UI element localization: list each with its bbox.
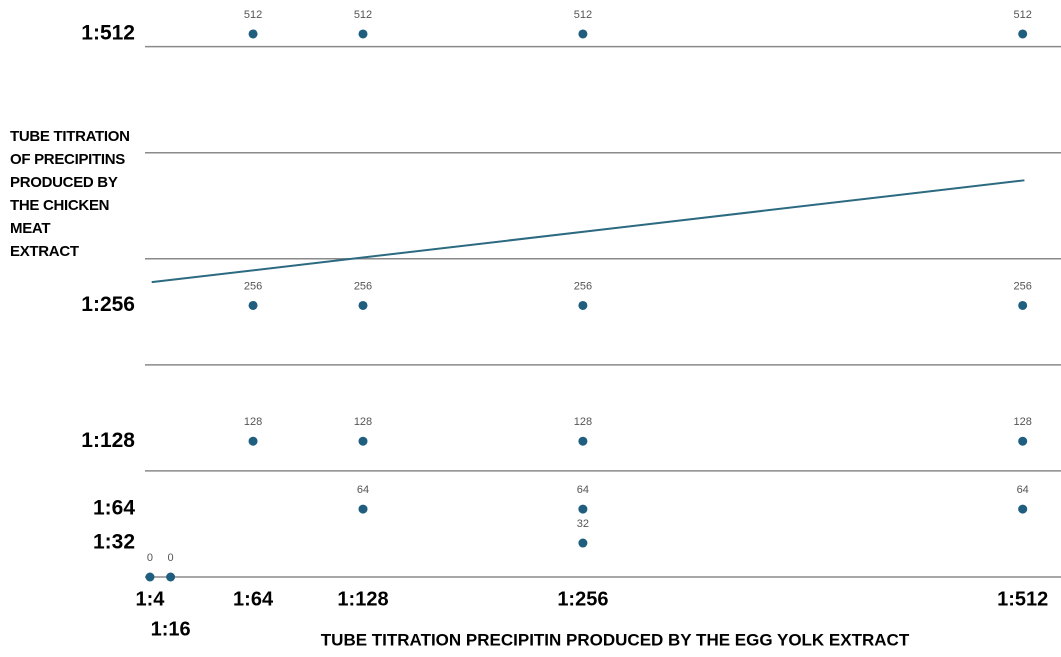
point <box>578 504 588 514</box>
point <box>166 572 176 582</box>
point <box>1018 504 1028 514</box>
y-axis-title-line: EXTRACT <box>10 243 79 260</box>
point <box>248 436 258 446</box>
point-label: 128 <box>354 416 372 428</box>
y-tick-label: 1:32 <box>93 531 135 554</box>
trend-line <box>151 179 1025 284</box>
x-tick-label: 1:512 <box>997 588 1048 610</box>
point <box>358 504 368 514</box>
x-tick-label: 1:64 <box>233 588 274 610</box>
point <box>1018 29 1028 39</box>
point <box>248 29 258 39</box>
y-tick-label: 1:64 <box>93 497 135 520</box>
point <box>578 29 588 39</box>
point <box>1018 436 1028 446</box>
x-tick-label: 1:256 <box>557 588 608 610</box>
point <box>248 300 258 310</box>
point-label: 512 <box>1014 9 1032 21</box>
point <box>358 29 368 39</box>
y-axis-title-line: OF PRECIPITINS <box>10 151 125 168</box>
x-tick-label: 1:128 <box>337 588 388 610</box>
y-tick-label: 1:512 <box>81 21 135 44</box>
point-label: 64 <box>577 484 589 496</box>
point-label: 0 <box>147 552 153 564</box>
point-label: 512 <box>244 9 262 21</box>
point-label: 256 <box>1014 280 1032 292</box>
point <box>358 300 368 310</box>
x-tick-label: 1:16 <box>151 618 191 640</box>
point-label: 256 <box>354 280 372 292</box>
point <box>358 436 368 446</box>
x-axis-title: TUBE TITRATION PRECIPITIN PRODUCED BY TH… <box>321 630 910 649</box>
point-label: 512 <box>354 9 372 21</box>
y-axis-title-line: PRODUCED BY <box>10 174 118 191</box>
y-axis-title-line: MEAT <box>10 220 51 237</box>
point-label: 0 <box>168 552 174 564</box>
point-label: 128 <box>574 416 592 428</box>
point-label: 128 <box>1014 416 1032 428</box>
point-label: 512 <box>574 9 592 21</box>
y-axis-title-line: THE CHICKEN <box>10 197 110 214</box>
point-label: 64 <box>357 484 369 496</box>
point-label: 256 <box>244 280 262 292</box>
y-tick-label: 1:128 <box>81 429 135 452</box>
point-label: 32 <box>577 518 589 530</box>
point-label: 128 <box>244 416 262 428</box>
y-tick-label: 1:256 <box>81 293 135 316</box>
x-tick-label: 1:4 <box>136 588 166 610</box>
point <box>578 300 588 310</box>
point <box>145 572 155 582</box>
point <box>1018 300 1028 310</box>
y-axis-title-line: TUBE TITRATION <box>10 128 130 145</box>
point <box>578 436 588 446</box>
point-label: 64 <box>1017 484 1029 496</box>
point-label: 256 <box>574 280 592 292</box>
point <box>578 538 588 548</box>
y-axis-title: TUBE TITRATION OF PRECIPITINS PRODUCED B… <box>10 125 130 263</box>
